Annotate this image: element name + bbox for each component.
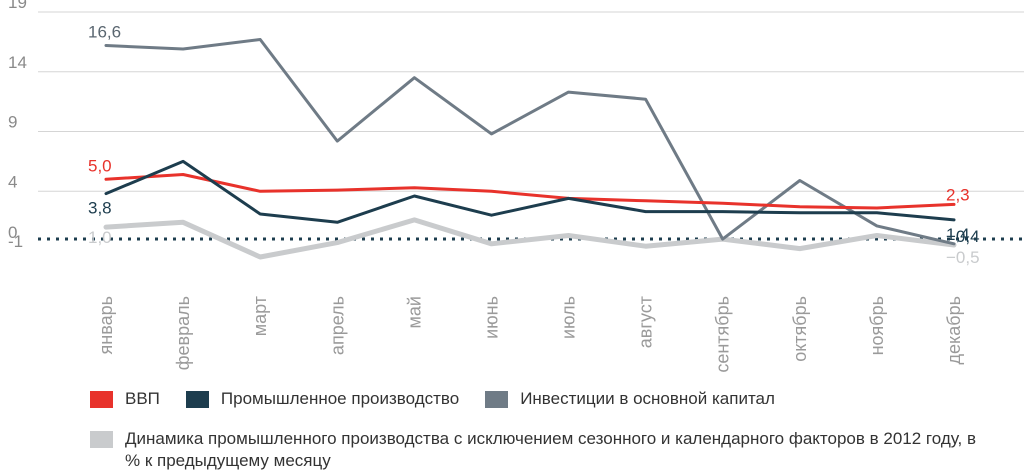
legend-swatch-investment (485, 390, 509, 408)
legend-item-gdp: ВВП (90, 388, 160, 410)
legend-swatch-industrial (185, 390, 209, 408)
data-label: 2,3 (946, 185, 970, 204)
data-label: −0,4 (946, 227, 980, 246)
series-line-0 (104, 173, 956, 210)
legend-label-investment: Инвестиции в основной капитал (520, 389, 775, 408)
x-tick-label: январь (96, 296, 116, 354)
x-tick-label: сентябрь (713, 296, 733, 373)
y-tick-label: -1 (8, 232, 23, 251)
legend-row-2: Динамика промышленного производства с ис… (90, 428, 1020, 472)
x-tick-label: май (404, 296, 424, 328)
y-tick-label: 0 (8, 223, 17, 242)
legend: ВВП Промышленное производство Инвестиции… (90, 388, 1020, 472)
chart-area: 19 14 9 4 0-1 16,6 5,0 3,8 1,0 2,3 1,4−0,4 −0,5 янва… (8, 0, 1024, 373)
x-tick-label: июль (559, 296, 579, 339)
x-tick-label: декабрь (944, 296, 964, 365)
data-label: −0,5 (946, 248, 980, 267)
y-tick-label: 4 (8, 172, 17, 191)
data-label: 1,4 (946, 225, 970, 244)
x-tick-label: август (636, 296, 656, 348)
legend-item-industrial: Промышленное производство (185, 388, 460, 410)
x-tick-label: июнь (481, 296, 501, 339)
series-line-1 (104, 159, 956, 224)
x-tick-label: апрель (327, 296, 347, 355)
y-tick-label: 9 (8, 113, 17, 132)
x-tick-label: февраль (173, 296, 193, 370)
data-label: 1,0 (88, 228, 112, 247)
data-label: 5,0 (88, 156, 112, 175)
legend-swatch-seasonal (90, 431, 113, 448)
legend-label-seasonal: Динамика промышленного производства с ис… (125, 429, 977, 470)
data-label: 3,8 (88, 199, 112, 218)
x-tick-label: март (250, 296, 270, 336)
legend-label-gdp: ВВП (125, 389, 160, 408)
data-label: 16,6 (88, 22, 121, 41)
series-line-3 (103, 217, 957, 260)
legend-label-industrial: Промышленное производство (220, 389, 460, 408)
legend-row-1: ВВП Промышленное производство Инвестиции… (90, 388, 1020, 410)
x-tick-label: октябрь (790, 296, 810, 362)
x-tick-label: ноябрь (867, 296, 887, 355)
series-line-2 (104, 38, 956, 246)
legend-swatch-gdp (90, 390, 113, 408)
legend-item-investment: Инвестиции в основной капитал (485, 388, 775, 410)
y-tick-label: 14 (8, 53, 27, 72)
y-tick-label: 19 (8, 0, 27, 12)
